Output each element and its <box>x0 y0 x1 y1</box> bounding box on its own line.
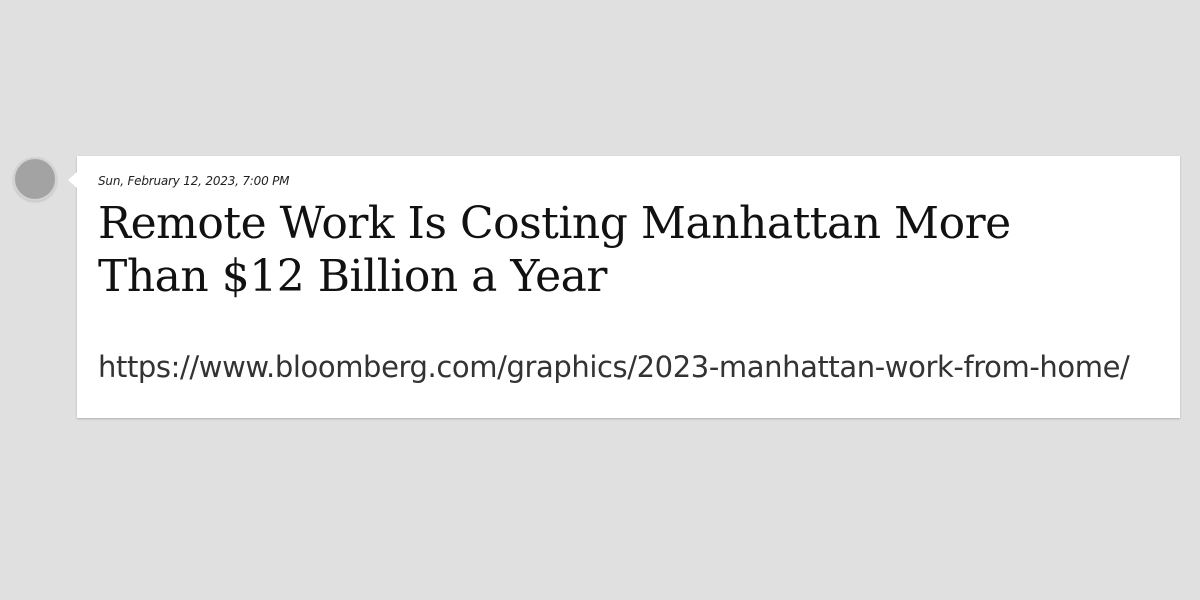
post-card: Sun, February 12, 2023, 7:00 PM Remote W… <box>68 156 1180 418</box>
card-pointer <box>68 172 77 188</box>
post-headline: Remote Work Is Costing Manhattan More Th… <box>98 198 1011 302</box>
avatar[interactable] <box>13 157 57 201</box>
post-link[interactable]: https://www.bloomberg.com/graphics/2023-… <box>98 350 1130 384</box>
post-timestamp: Sun, February 12, 2023, 7:00 PM <box>98 174 290 188</box>
